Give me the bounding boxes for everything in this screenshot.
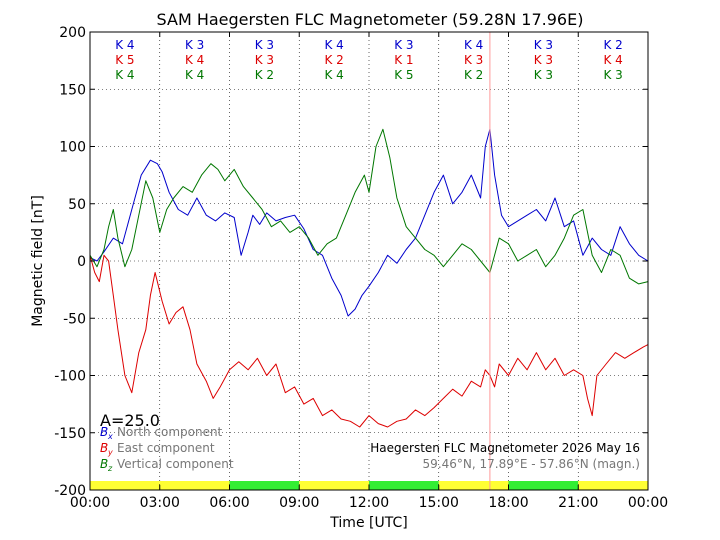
time-band	[438, 481, 509, 490]
k-index-value: K 3	[534, 38, 553, 52]
x-tick-label: 15:00	[419, 495, 459, 511]
k-index-value: K 4	[324, 38, 343, 52]
legend-label: Vertical component	[117, 457, 234, 471]
legend-label: North component	[117, 425, 223, 439]
time-band	[299, 481, 369, 490]
series-lines	[89, 128, 649, 428]
k-index-value: K 2	[603, 38, 622, 52]
y-tick-label: 100	[59, 140, 86, 156]
chart-title: SAM Haegersten FLC Magnetometer (59.28N …	[157, 10, 584, 29]
x-tick-label: 09:00	[279, 495, 319, 511]
legend-label: East component	[117, 441, 215, 455]
y-tick-label: 0	[77, 254, 86, 270]
k-index-value: K 3	[603, 68, 622, 82]
k-index-value: K 3	[534, 53, 553, 67]
activity-index-label: A=25.0	[100, 411, 160, 430]
y-tick-label: -50	[63, 311, 86, 327]
k-index-value: K 1	[394, 53, 413, 67]
k-index-value: K 2	[255, 68, 274, 82]
x-tick-label: 00:00	[70, 495, 110, 511]
legend-symbol: B	[100, 457, 108, 471]
time-band	[229, 481, 300, 490]
k-index-value: K 3	[464, 53, 483, 67]
legend-subscript: y	[107, 448, 113, 457]
time-band	[508, 481, 579, 490]
grid-lines	[90, 32, 648, 490]
time-band	[369, 481, 439, 490]
k-index-value: K 2	[464, 68, 483, 82]
y-tick-label: -100	[54, 369, 86, 385]
time-band	[90, 481, 160, 490]
k-index-value: K 3	[255, 38, 274, 52]
y-axis-ticks: -200 -150 -100 -50 0 50 100 150 200	[54, 25, 648, 499]
k-index-value: K 3	[394, 38, 413, 52]
y-tick-label: 50	[68, 197, 86, 213]
y-tick-label: -150	[54, 426, 86, 442]
k-index-value: K 4	[115, 38, 134, 52]
y-tick-label: 200	[59, 25, 86, 41]
x-tick-label: 21:00	[558, 495, 598, 511]
k-index-value: K 4	[115, 68, 134, 82]
time-band	[578, 481, 648, 490]
k-index-value: K 4	[603, 53, 622, 67]
x-tick-label: 12:00	[349, 495, 389, 511]
legend-symbol: B	[100, 441, 108, 455]
coords-caption: 59.46°N, 17.89°E - 57.86°N (magn.)	[423, 457, 640, 471]
y-axis-label: Magnetic field [nT]	[30, 195, 46, 327]
x-axis-label: Time [UTC]	[329, 515, 407, 531]
k-index-value: K 4	[185, 68, 204, 82]
k-index-value: K 3	[534, 68, 553, 82]
k-index-value: K 3	[185, 38, 204, 52]
time-band	[159, 481, 230, 490]
x-tick-label: 00:00	[628, 495, 668, 511]
y-tick-label: 150	[59, 82, 86, 98]
k-index-value: K 5	[394, 68, 413, 82]
k-index-value: K 2	[324, 53, 343, 67]
k-index-value: K 4	[324, 68, 343, 82]
x-tick-label: 03:00	[140, 495, 180, 511]
legend-subscript: z	[107, 464, 113, 473]
x-tick-label: 06:00	[209, 495, 249, 511]
y-tick-label: -200	[54, 483, 86, 499]
time-bands	[90, 481, 648, 490]
k-index-value: K 3	[255, 53, 274, 67]
x-axis-ticks: 00:00 03:00 06:00 09:00 12:00 15:00 18:00 21:00…	[70, 32, 668, 511]
series-line-bz	[89, 128, 649, 285]
x-tick-label: 18:00	[488, 495, 528, 511]
series-line-bx	[89, 128, 649, 317]
k-index-value: K 4	[464, 38, 483, 52]
legend-subscript: x	[107, 432, 113, 441]
series-line-by	[89, 254, 649, 428]
station-caption: Haegersten FLC Magnetometer 2026 May 16	[370, 441, 640, 455]
legend-symbol: B	[100, 425, 108, 439]
k-index-value: K 4	[185, 53, 204, 67]
k-index-value: K 5	[115, 53, 134, 67]
